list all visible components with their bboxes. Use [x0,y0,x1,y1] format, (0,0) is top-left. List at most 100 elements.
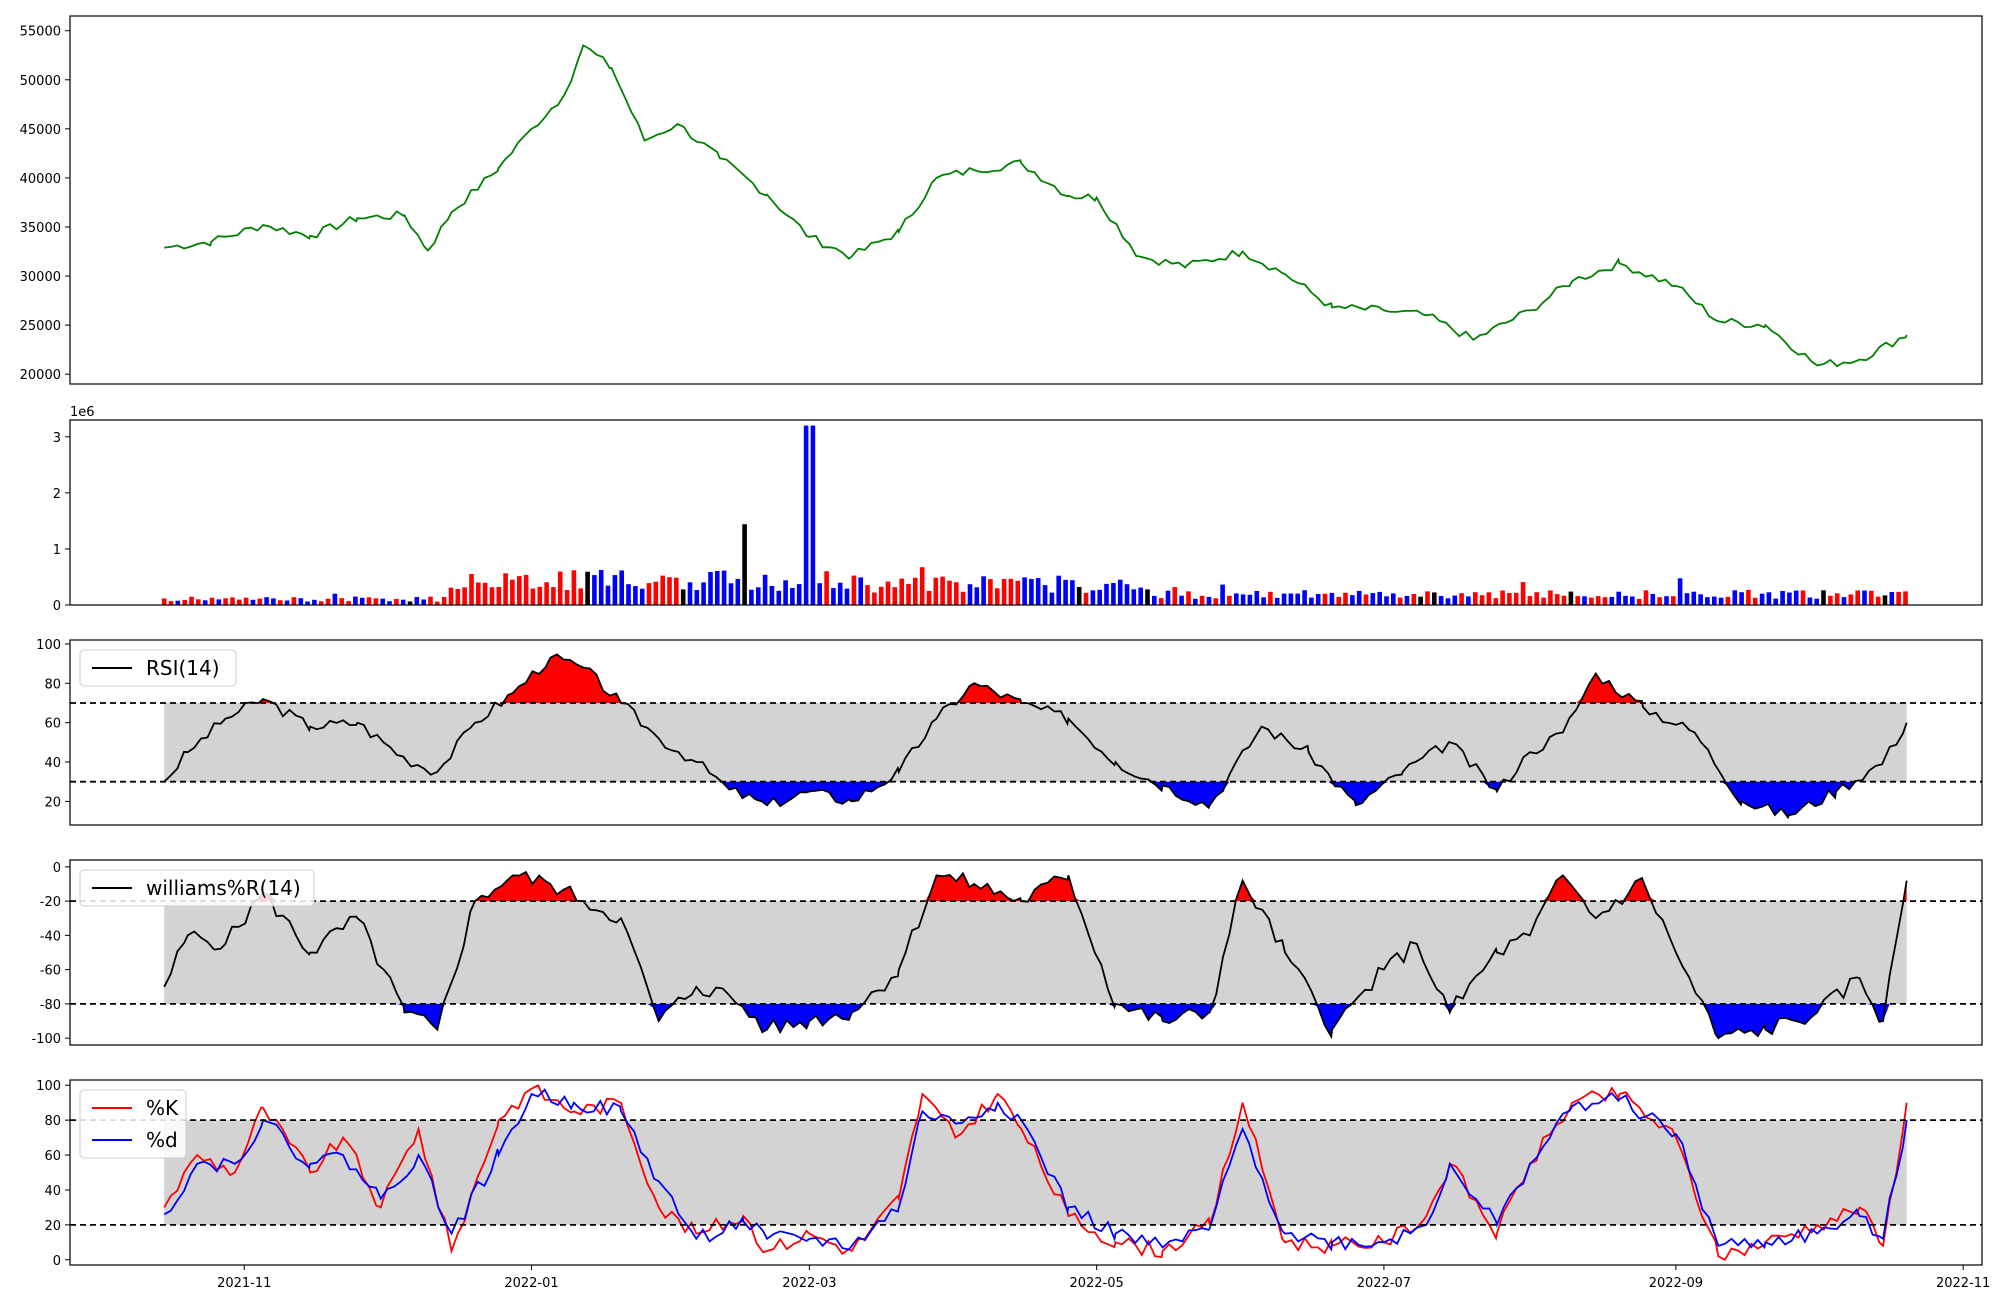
volume-bar [1220,584,1225,605]
volume-bar [715,571,720,605]
volume-bar [1705,597,1710,605]
volume-bar [940,576,945,605]
volume-bar [428,596,433,605]
volume-bar [721,570,727,605]
volume-bar [1793,590,1799,605]
volume-bar [1165,590,1171,605]
volume-bar [523,574,529,605]
volume-bar [1117,579,1123,605]
volume-bar [605,585,611,605]
volume-bar [612,575,618,605]
volume-bar [653,581,659,605]
volume-bar [1049,592,1055,605]
williams-legend-label: williams%R(14) [146,876,301,900]
volume-bar [414,597,420,605]
volume-bar [394,598,399,605]
williams-y-tick-label: -40 [40,929,61,944]
volume-bar [1493,598,1499,605]
volume-bar [1712,596,1717,605]
rsi-oversold-fill [164,781,1907,818]
stochastic-panel-frame [69,1079,1983,1266]
volume-bar [1377,591,1382,605]
volume-bar [1404,596,1410,605]
volume-bar [482,582,488,605]
volume-bar [1227,595,1232,605]
volume-bar [209,597,215,605]
volume-bar [1643,590,1649,605]
price-y-tick-label: 35000 [20,221,61,236]
williams-overbought-fill [164,872,1907,902]
volume-bar [1903,591,1908,605]
volume-bar [1445,598,1451,605]
volume-bar [387,601,392,605]
date-axis-tick-label: 2022-05 [1069,1276,1123,1291]
volume-bar [182,599,187,605]
volume-bar [1513,592,1519,605]
volume-bar [332,593,338,605]
volume-bar [1534,592,1539,605]
volume-bar [742,524,747,605]
volume-bar [954,582,959,605]
volume-bar [1452,595,1458,605]
volume-bar [762,574,768,605]
volume-bar [926,590,932,605]
volume-bar [530,588,536,605]
volume-y-tick-label: 2 [53,487,61,502]
volume-bar [1623,595,1628,605]
volume-bar [687,582,693,605]
stochastic-y-tick-label: 0 [53,1254,61,1269]
volume-bar [728,583,734,605]
volume-bar [1684,593,1690,605]
volume-bar [988,579,993,605]
volume-bar [271,598,276,605]
williams-legend: williams%R(14) [79,869,315,907]
volume-bar [1739,592,1744,605]
volume-bar [1828,595,1833,605]
volume-bar [1752,597,1758,605]
volume-bar [1172,587,1178,605]
volume-bar [872,592,877,605]
volume-bar [1479,595,1485,605]
volume-y-tick-label: 0 [53,599,61,614]
volume-bar [995,588,1000,605]
volume-bar [1111,583,1116,605]
volume-bar [858,577,863,605]
price-y-tick-label: 45000 [20,123,61,138]
volume-bar [1015,580,1021,605]
volume-bar [1527,596,1533,605]
price-y-tick-label: 55000 [20,25,61,40]
volume-bar [1213,598,1219,605]
stochastic-legend: %K %d [79,1089,187,1159]
volume-bar [878,586,884,605]
volume-bar [1336,596,1341,605]
date-axis-tick-label: 2022-11 [1936,1276,1990,1291]
volume-bar [1240,594,1246,605]
price-y-tick-label: 50000 [20,74,61,89]
volume-bar [844,588,850,605]
volume-bar [1322,593,1328,605]
volume-bar [865,585,870,605]
williams-plot-layer: 0 -20 -40 -60 -80 -100 [31,861,1982,1047]
volume-bar [1548,590,1553,605]
volume-bar [1425,591,1430,605]
volume-bar [1657,597,1662,605]
volume-bar [469,574,474,605]
volume-bar [885,581,891,605]
volume-bar [783,580,788,605]
volume-bar [1186,591,1191,605]
volume-bar [796,584,802,605]
volume-bar [366,597,372,605]
volume-bar [250,599,256,605]
volume-bar [626,584,631,605]
volume-bar [257,598,263,605]
rsi-y-tick-label: 40 [44,756,61,771]
volume-bar [1384,596,1389,605]
volume-bar [1152,595,1157,605]
volume-y-tick-label: 1 [53,543,61,558]
volume-bar [284,600,290,605]
stochastic-y-tick-label: 40 [44,1184,61,1199]
volume-bar [564,590,570,605]
volume-bar [981,576,986,605]
volume-bar [435,601,440,605]
